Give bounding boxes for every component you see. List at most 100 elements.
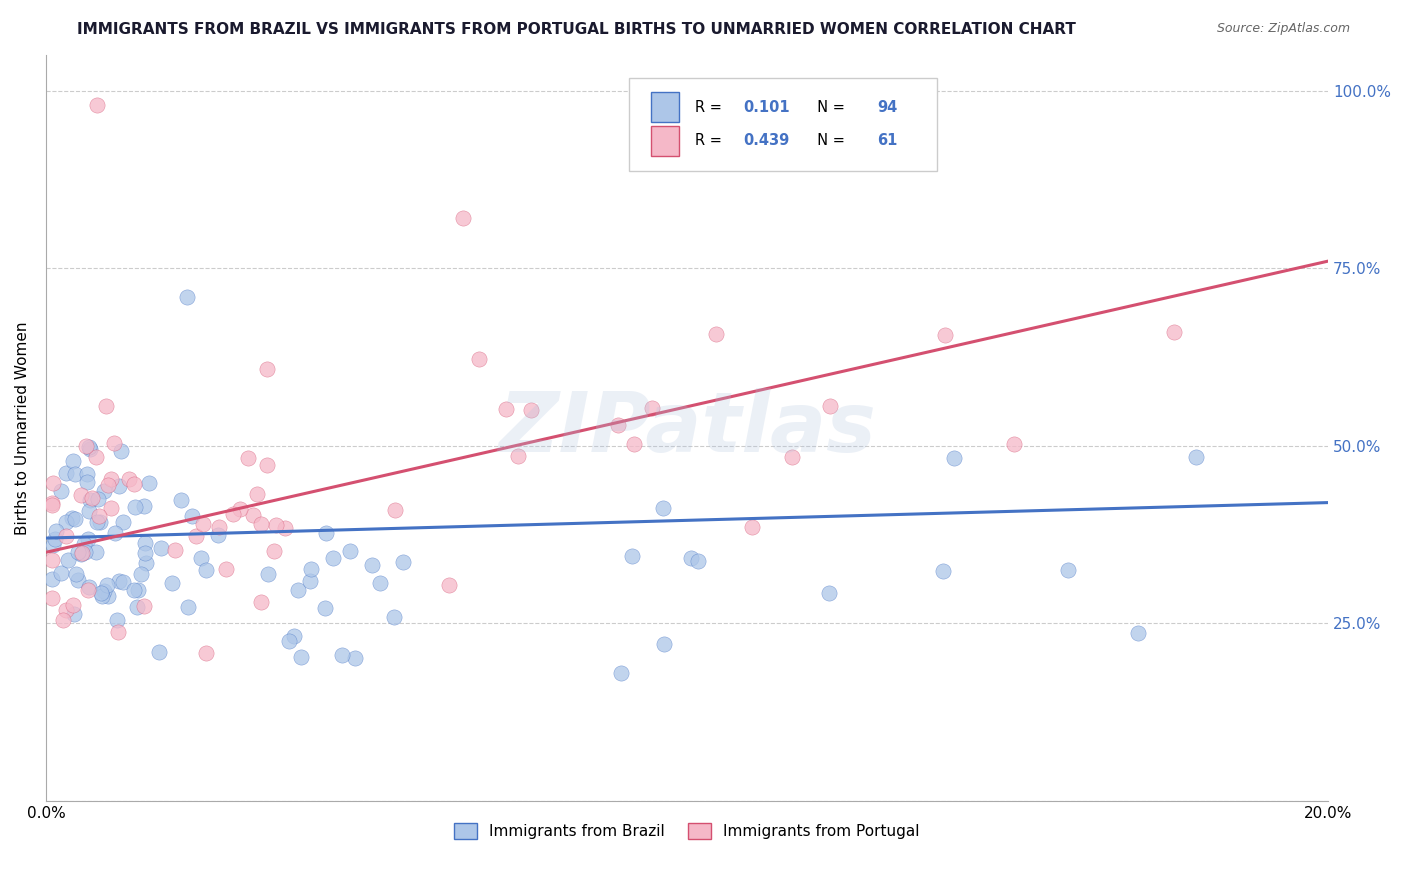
Point (42, 475, 65, 490)
Point (208, 520, 231, 534)
Point (451, 211, 474, 226)
Point (134, 599, 156, 614)
Text: Source: ZipAtlas.com: Source: ZipAtlas.com (1216, 22, 1350, 36)
Point (1057, 563, 1080, 577)
Point (76, 582, 98, 597)
Point (437, 578, 460, 592)
Text: 0.439: 0.439 (744, 134, 790, 148)
Point (468, 351, 491, 366)
Point (55, 603, 77, 617)
Point (314, 601, 336, 615)
Point (818, 399, 841, 413)
Point (290, 649, 312, 664)
Point (55, 529, 77, 543)
Point (134, 546, 156, 560)
Point (41, 573, 63, 587)
Point (236, 451, 259, 466)
Point (104, 525, 127, 540)
Point (384, 503, 406, 517)
Point (148, 645, 170, 659)
Point (82, 491, 104, 506)
Point (105, 613, 128, 627)
Point (177, 599, 200, 614)
Point (229, 502, 252, 516)
Point (256, 362, 278, 376)
Point (1002, 437, 1025, 451)
Point (330, 648, 353, 662)
Point (190, 551, 212, 566)
Point (44, 533, 66, 547)
Point (506, 449, 529, 463)
Point (94, 399, 117, 413)
Point (69, 547, 91, 561)
Point (607, 417, 630, 432)
Point (249, 594, 271, 608)
Point (263, 543, 285, 558)
Point (41, 553, 63, 567)
Text: 61: 61 (877, 134, 897, 148)
Point (124, 500, 146, 514)
Point (108, 479, 131, 493)
Point (138, 475, 160, 490)
Point (741, 519, 763, 533)
Point (77, 441, 100, 455)
Point (96, 578, 118, 592)
Point (97, 589, 120, 603)
Point (89, 508, 111, 523)
Point (89, 515, 111, 529)
Point (257, 567, 280, 582)
Point (111, 574, 134, 589)
Point (176, 290, 198, 304)
Point (122, 476, 145, 491)
Y-axis label: Births to Unmarried Women: Births to Unmarried Women (15, 321, 30, 535)
Point (623, 437, 645, 451)
Point (63, 607, 86, 621)
Point (55, 515, 77, 529)
Point (242, 508, 264, 523)
Point (107, 624, 129, 639)
Point (49, 484, 72, 499)
Point (112, 515, 135, 529)
Text: 94: 94 (877, 100, 897, 115)
Point (283, 629, 305, 643)
Point (382, 610, 405, 624)
Point (100, 472, 122, 486)
Point (60, 510, 83, 524)
Point (107, 574, 129, 588)
Point (191, 516, 214, 531)
Point (86, 98, 108, 112)
Point (287, 583, 309, 598)
Bar (651, 126, 679, 156)
Point (392, 555, 415, 569)
Point (817, 586, 839, 600)
Point (77, 533, 100, 547)
Point (62, 453, 84, 467)
Point (264, 517, 287, 532)
Point (256, 458, 278, 472)
Point (322, 550, 344, 565)
Point (150, 541, 173, 556)
FancyBboxPatch shape (630, 78, 936, 170)
Point (222, 508, 245, 522)
Point (67, 545, 90, 559)
Point (339, 543, 361, 558)
Point (73, 544, 96, 558)
Point (343, 651, 366, 665)
Point (162, 576, 184, 591)
Point (41, 496, 63, 510)
Point (91, 589, 114, 603)
Point (63, 512, 86, 526)
Point (609, 666, 631, 681)
Point (79, 492, 101, 507)
Point (1126, 626, 1149, 640)
Point (65, 567, 87, 582)
Point (679, 551, 702, 566)
Point (932, 564, 955, 578)
Point (79, 504, 101, 518)
Text: IMMIGRANTS FROM BRAZIL VS IMMIGRANTS FROM PORTUGAL BIRTHS TO UNMARRIED WOMEN COR: IMMIGRANTS FROM BRAZIL VS IMMIGRANTS FRO… (77, 22, 1076, 37)
Point (652, 500, 675, 515)
Point (65, 467, 87, 482)
Point (782, 450, 804, 464)
Point (45, 524, 67, 538)
Legend: Immigrants from Brazil, Immigrants from Portugal: Immigrants from Brazil, Immigrants from … (449, 817, 927, 846)
